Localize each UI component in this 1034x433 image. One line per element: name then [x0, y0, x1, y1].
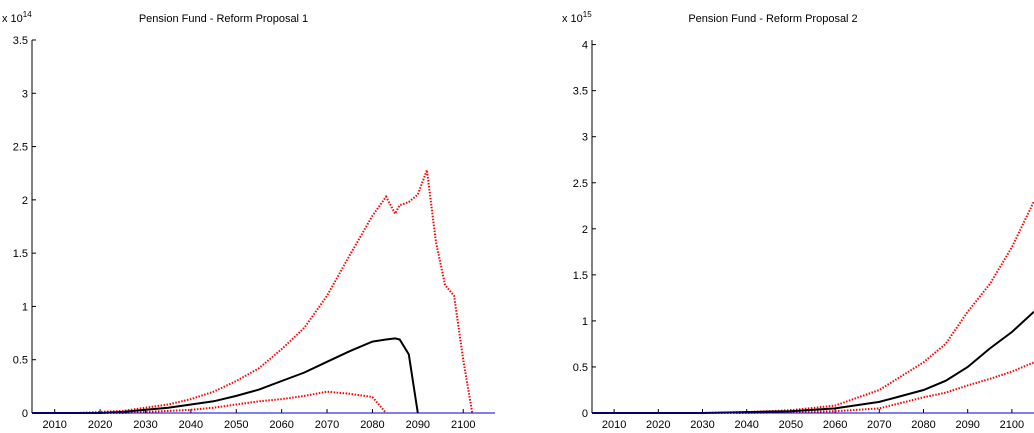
y-tick-label: 0.5	[13, 355, 28, 367]
y-tick-label: 2.5	[573, 178, 588, 190]
y-tick-label: 3	[22, 88, 28, 100]
chart-title: Pension Fund - Reform Proposal 2	[688, 13, 857, 25]
x-tick-label: 2080	[360, 419, 384, 431]
x-tick-label: 2070	[315, 419, 339, 431]
y-tick-label: 0	[582, 408, 588, 420]
y-tick-label: 3.5	[13, 35, 28, 47]
y-tick-label: 1.5	[13, 248, 28, 260]
y-scale-exponent: 14	[23, 10, 32, 19]
series-line	[32, 169, 474, 414]
series-line	[32, 337, 419, 414]
y-tick-label: 2	[582, 224, 588, 236]
y-tick-label: 2.5	[13, 142, 28, 154]
x-tick-label: 2100	[451, 419, 475, 431]
y-tick-label: 0	[22, 408, 28, 420]
x-tick-label: 2010	[602, 419, 626, 431]
x-tick-label: 2030	[690, 419, 714, 431]
series-line	[592, 310, 1034, 414]
y-tick-label: 1.5	[573, 270, 588, 282]
y-tick-label: 0.5	[573, 362, 588, 374]
x-tick-label: 2050	[779, 419, 803, 431]
x-tick-label: 2070	[867, 419, 891, 431]
x-tick-label: 2060	[269, 419, 293, 431]
y-scale-exponent: 15	[583, 10, 592, 19]
x-tick-label: 2080	[911, 419, 935, 431]
x-tick-label: 2030	[133, 419, 157, 431]
x-tick-label: 2090	[955, 419, 979, 431]
y-scale-label: x 1015	[562, 10, 592, 25]
y-tick-label: 2	[22, 195, 28, 207]
x-tick-label: 2010	[42, 419, 66, 431]
x-tick-label: 2020	[646, 419, 670, 431]
y-tick-label: 1	[22, 301, 28, 313]
x-tick-label: 2040	[734, 419, 758, 431]
y-tick-label: 4	[582, 40, 588, 52]
y-scale-base: x 10	[2, 13, 23, 25]
y-tick-label: 3	[582, 132, 588, 144]
y-scale-label: x 1014	[2, 10, 32, 25]
chart-title: Pension Fund - Reform Proposal 1	[139, 13, 308, 25]
y-tick-label: 1	[582, 316, 588, 328]
y-tick-label: 3.5	[573, 86, 588, 98]
x-tick-label: 2060	[823, 419, 847, 431]
x-tick-label: 2090	[406, 419, 430, 431]
x-tick-label: 2040	[179, 419, 203, 431]
series-line	[592, 361, 1034, 414]
x-tick-label: 2050	[224, 419, 248, 431]
y-scale-base: x 10	[562, 13, 583, 25]
x-tick-label: 2100	[1000, 419, 1024, 431]
series-line	[592, 200, 1034, 414]
x-tick-label: 2020	[88, 419, 112, 431]
